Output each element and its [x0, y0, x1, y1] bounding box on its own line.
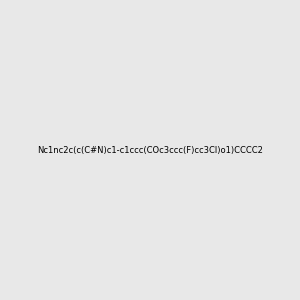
Text: Nc1nc2c(c(C#N)c1-c1ccc(COc3ccc(F)cc3Cl)o1)CCCC2: Nc1nc2c(c(C#N)c1-c1ccc(COc3ccc(F)cc3Cl)o…	[37, 146, 263, 154]
